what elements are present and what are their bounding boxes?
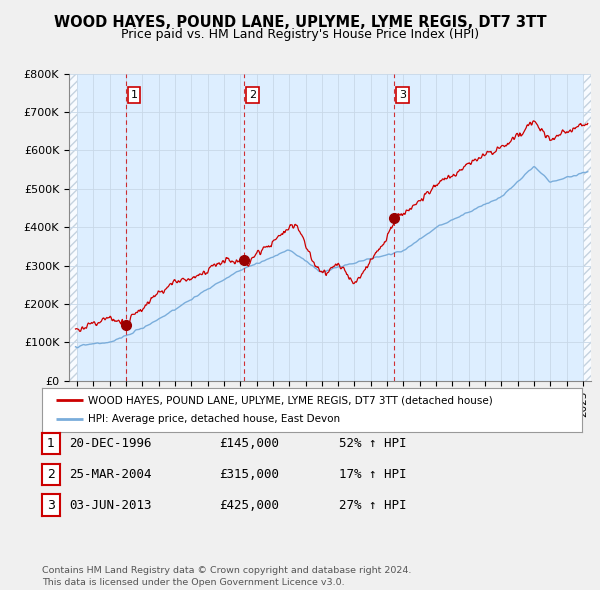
Text: 2: 2 <box>249 90 256 100</box>
Bar <box>583 74 591 381</box>
Text: 2: 2 <box>47 468 55 481</box>
Text: 25-MAR-2004: 25-MAR-2004 <box>69 468 151 481</box>
Text: 3: 3 <box>47 499 55 512</box>
Text: Price paid vs. HM Land Registry's House Price Index (HPI): Price paid vs. HM Land Registry's House … <box>121 28 479 41</box>
Text: 3: 3 <box>399 90 406 100</box>
Text: HPI: Average price, detached house, East Devon: HPI: Average price, detached house, East… <box>88 415 340 424</box>
Text: 52% ↑ HPI: 52% ↑ HPI <box>339 437 407 450</box>
Text: £425,000: £425,000 <box>219 499 279 512</box>
Bar <box>69 74 77 381</box>
Text: 03-JUN-2013: 03-JUN-2013 <box>69 499 151 512</box>
Text: 1: 1 <box>47 437 55 450</box>
Text: Contains HM Land Registry data © Crown copyright and database right 2024.
This d: Contains HM Land Registry data © Crown c… <box>42 566 412 587</box>
Text: WOOD HAYES, POUND LANE, UPLYME, LYME REGIS, DT7 3TT: WOOD HAYES, POUND LANE, UPLYME, LYME REG… <box>53 15 547 30</box>
Text: WOOD HAYES, POUND LANE, UPLYME, LYME REGIS, DT7 3TT (detached house): WOOD HAYES, POUND LANE, UPLYME, LYME REG… <box>88 395 493 405</box>
Text: 20-DEC-1996: 20-DEC-1996 <box>69 437 151 450</box>
Text: 17% ↑ HPI: 17% ↑ HPI <box>339 468 407 481</box>
Text: £315,000: £315,000 <box>219 468 279 481</box>
Text: 27% ↑ HPI: 27% ↑ HPI <box>339 499 407 512</box>
Text: £145,000: £145,000 <box>219 437 279 450</box>
Text: 1: 1 <box>130 90 137 100</box>
